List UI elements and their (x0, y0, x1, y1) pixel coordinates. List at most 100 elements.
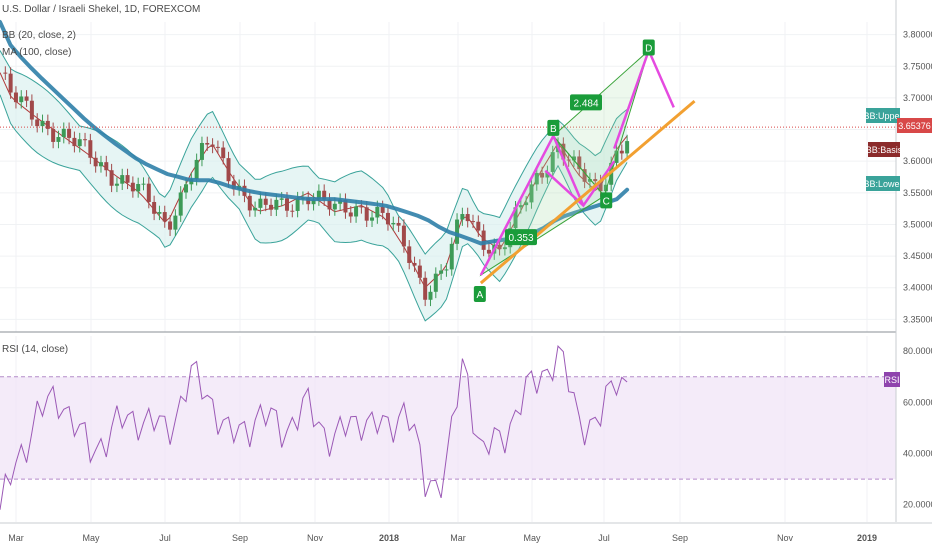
candle-body (199, 142, 204, 160)
pattern-label-a-box (473, 286, 486, 303)
price-tick-label: 3.45000 (903, 251, 932, 261)
price-tick-label: 3.80000 (903, 30, 932, 40)
pattern-label-a: A (477, 290, 484, 301)
time-tick-label: May (523, 533, 541, 543)
candle-body (29, 100, 34, 120)
candle-body (598, 181, 603, 192)
candle-body (513, 207, 518, 229)
rsi-tick-label: 40.0000 (903, 449, 932, 459)
candle-body (253, 207, 258, 211)
badge-label: BB:Lower (863, 179, 902, 189)
candle-body (502, 247, 507, 250)
pattern-inner-leg (544, 160, 616, 208)
candle-body (205, 142, 210, 145)
candle-body (428, 291, 433, 300)
candle-body (290, 210, 295, 212)
candle-body (518, 205, 523, 208)
candle-body (19, 96, 24, 103)
candle-body (51, 128, 56, 142)
price-tick-label: 3.35000 (903, 314, 932, 324)
candle-body (364, 207, 369, 221)
time-tick-label: 2019 (857, 533, 877, 543)
badge-3-bg (866, 176, 900, 191)
candle-body (332, 203, 337, 210)
candle-body (8, 73, 13, 93)
badge-0-bg (866, 108, 900, 123)
candle-body (125, 175, 130, 183)
price-tick-label: 3.50000 (903, 219, 932, 229)
candle-body (343, 199, 348, 213)
price-tick-label: 3.75000 (903, 61, 932, 71)
candle-body (593, 179, 598, 182)
candle-body (109, 170, 114, 186)
candle-body (263, 198, 268, 205)
candle-body (247, 195, 252, 211)
badge-2-bg (868, 142, 900, 157)
candle-body (168, 221, 173, 230)
badge-1-bg (897, 118, 932, 133)
candle-body (114, 183, 119, 186)
candle-body (120, 175, 125, 184)
pattern-label-c-box (600, 192, 613, 209)
candle-body (226, 158, 231, 182)
pattern-ratio-2: 0.353 (508, 233, 533, 244)
candle-body (486, 249, 491, 254)
candle-body (534, 173, 539, 185)
candle-body (476, 221, 481, 231)
pattern-label-d-box (642, 39, 655, 56)
candle-body (162, 212, 167, 222)
rsi-tick-label: 80.0000 (903, 346, 932, 356)
candle-body (625, 141, 630, 154)
bb-fill (0, 50, 628, 321)
price-tick-label: 3.40000 (903, 283, 932, 293)
time-tick-label: Nov (777, 533, 794, 543)
candle-body (412, 262, 417, 266)
time-tick-label: May (82, 533, 100, 543)
rsi-tick-label: 20.0000 (903, 500, 932, 510)
candle-body (348, 212, 353, 217)
candle-body (550, 152, 555, 172)
candle-body (210, 144, 215, 147)
pattern-bcd-triangle (552, 48, 650, 198)
rsi-legend: RSI (14, close) (2, 344, 69, 355)
price-tick-label: 3.60000 (903, 156, 932, 166)
time-tick-label: Nov (307, 533, 324, 543)
time-tick-label: Jul (598, 533, 610, 543)
candle-body (61, 128, 66, 138)
ma-legend: MA (100, close) (2, 47, 72, 58)
candle-body (173, 215, 178, 230)
candle-body (184, 184, 189, 193)
candle-body (45, 120, 50, 129)
candle-body (322, 190, 327, 200)
candle-body (284, 198, 289, 211)
candle-body (385, 212, 390, 225)
candle-body (24, 96, 29, 101)
candle-body (194, 159, 199, 180)
candle-body (439, 270, 444, 274)
candle-body (83, 139, 88, 141)
grid-lines (0, 22, 896, 522)
candle-body (407, 246, 412, 263)
candle-body (524, 202, 529, 206)
candle-body (375, 206, 380, 218)
pattern-label-d: D (645, 43, 652, 54)
candle-body (157, 212, 162, 214)
candle-body (306, 197, 311, 205)
candle-body (444, 269, 449, 271)
pattern-label-b-box (547, 119, 560, 136)
candle-body (141, 183, 146, 185)
rsi-panel (0, 331, 896, 510)
candle-body (35, 119, 40, 127)
candle-body (529, 184, 534, 203)
badge-label: BB:Upper (863, 111, 902, 121)
candle-body (481, 230, 486, 250)
candle-body (370, 217, 375, 221)
candle-body (93, 157, 98, 167)
candle-body (566, 159, 571, 161)
candle-body (465, 214, 470, 222)
candle-body (189, 179, 194, 185)
pattern-ratio-2-box (505, 229, 537, 246)
candle-body (417, 265, 422, 278)
